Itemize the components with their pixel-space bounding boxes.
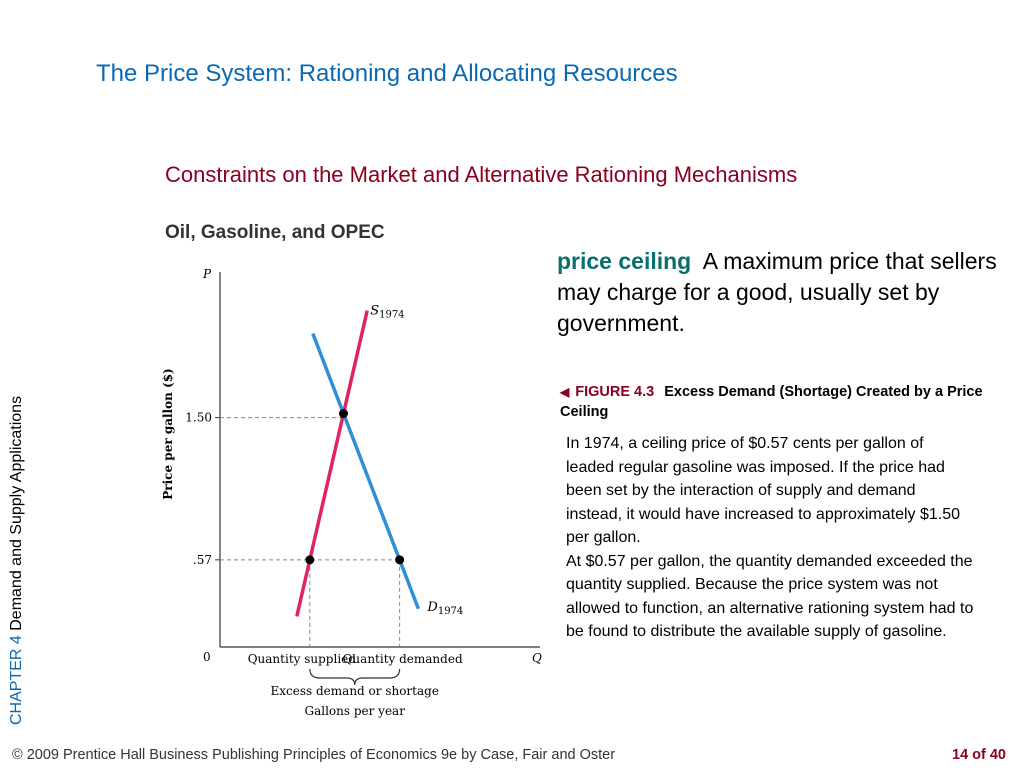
shortage-bracket bbox=[309, 668, 401, 686]
x-tick-label-demanded: Quantity demanded bbox=[343, 652, 463, 666]
y-tick-label: .57 bbox=[193, 553, 212, 567]
x-axis-letter: Q bbox=[532, 651, 542, 665]
supply-curve bbox=[295, 310, 369, 617]
section-title: Constraints on the Market and Alternativ… bbox=[165, 162, 798, 187]
definition-text: A maximum price that sellers may charge … bbox=[557, 248, 997, 336]
origin-label: 0 bbox=[203, 650, 211, 664]
supply-label: S1974 bbox=[370, 304, 404, 321]
supply-demand-chart: P Q 0 Price per gallon ($) .57 1.50 S1974 D1974… bbox=[161, 267, 542, 718]
chapter-number: CHAPTER 4 bbox=[8, 635, 25, 725]
figure-paragraph: At $0.57 per gallon, the quantity demand… bbox=[566, 552, 974, 641]
triangle-left-icon: ◀ bbox=[560, 385, 570, 399]
figure-title: Excess Demand (Shortage) Created by a Pr… bbox=[560, 384, 983, 420]
figure-paragraph: In 1974, a ceiling price of $0.57 cents … bbox=[566, 435, 961, 546]
definition-term: price ceiling bbox=[557, 248, 692, 274]
equilibrium-point bbox=[339, 409, 348, 419]
chapter-topic: Demand and Supply Applications bbox=[8, 395, 25, 631]
chapter-sidebar: CHAPTER 4 Demand and Supply Applications bbox=[8, 305, 34, 725]
page-number: 14 of 40 bbox=[952, 747, 1006, 763]
supply-subscript: 1974 bbox=[379, 310, 404, 321]
figure-body: In 1974, a ceiling price of $0.57 cents … bbox=[566, 432, 976, 644]
slide-title: The Price System: Rationing and Allocati… bbox=[96, 60, 678, 87]
y-axis-letter: P bbox=[202, 267, 212, 281]
quantity-supplied-point bbox=[305, 555, 315, 565]
demand-label: D1974 bbox=[426, 600, 463, 617]
y-axis-title: Price per gallon ($) bbox=[161, 368, 175, 499]
figure-label: FIGURE 4.3 bbox=[575, 384, 655, 400]
figure-caption: ◀ FIGURE 4.3 Excess Demand (Shortage) Cre… bbox=[560, 382, 990, 422]
definition-block: price ceiling A maximum price that selle… bbox=[557, 246, 997, 339]
demand-subscript: 1974 bbox=[438, 606, 463, 617]
x-tick-label-supplied: Quantity supplied bbox=[248, 652, 357, 666]
quantity-demanded-point bbox=[395, 555, 405, 565]
sub-title: Oil, Gasoline, and OPEC bbox=[165, 222, 385, 243]
y-tick-label: 1.50 bbox=[185, 411, 212, 425]
x-axis-title: Gallons per year bbox=[304, 704, 405, 718]
shortage-label: Excess demand or shortage bbox=[271, 684, 439, 698]
footer-copyright: © 2009 Prentice Hall Business Publishing… bbox=[12, 747, 616, 763]
